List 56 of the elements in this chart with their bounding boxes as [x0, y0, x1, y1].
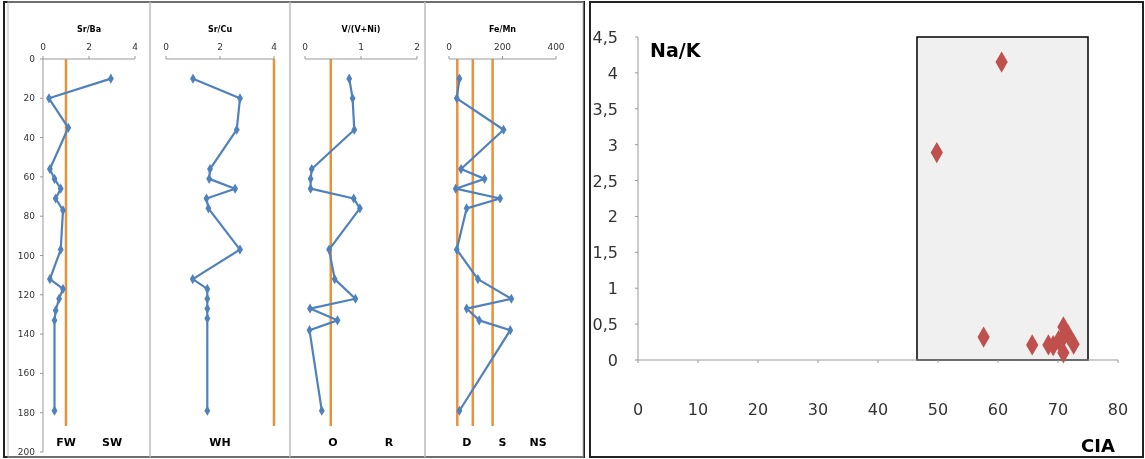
y-tick-label: 2,5 — [592, 171, 618, 191]
annotation: SW — [101, 436, 123, 449]
x-tick-label: 400 — [547, 42, 565, 52]
chart-title: Sr/Cu — [207, 25, 233, 34]
y-tick-label: 20 — [23, 93, 36, 104]
x-tick-label: 40 — [867, 400, 889, 419]
y-tick-label: 100 — [17, 250, 36, 261]
y-tick-label: 120 — [17, 289, 36, 300]
y-tick-label: 200 — [17, 447, 36, 457]
annotation: D — [462, 436, 472, 449]
y-tick-label: 0,5 — [592, 315, 618, 335]
x-tick-label: 20 — [747, 400, 769, 419]
y-tick-label: 3 — [607, 135, 618, 155]
y-axis-title: Na/K — [650, 39, 702, 61]
y-tick-label: 40 — [23, 132, 36, 143]
x-tick-label: 0 — [302, 42, 309, 52]
y-tick-label: 3,5 — [592, 99, 618, 119]
x-tick-label: 70 — [1047, 400, 1069, 419]
x-tick-label: 0 — [40, 42, 47, 52]
x-tick-label: 0 — [163, 42, 170, 52]
x-tick-label: 10 — [687, 400, 709, 419]
x-tick-label: 50 — [927, 400, 949, 419]
x-tick-label: 2 — [86, 42, 92, 52]
chart-title: Sr/Ba — [76, 25, 102, 34]
y-tick-label: 1 — [607, 279, 618, 299]
chart-title: V/(V+Ni) — [341, 25, 381, 34]
x-tick-label: 200 — [493, 42, 512, 52]
x-tick-label: 0 — [446, 42, 453, 52]
y-tick-label: 2 — [607, 207, 618, 227]
x-tick-label: 4 — [271, 42, 278, 52]
y-tick-label: 4,5 — [592, 28, 618, 47]
y-tick-label: 160 — [17, 368, 36, 379]
x-tick-label: 80 — [1107, 400, 1129, 419]
annotation: S — [498, 436, 507, 449]
x-tick-label: 4 — [132, 42, 139, 52]
chart-title: Fe/Mn — [488, 25, 517, 34]
y-tick-label: 80 — [23, 211, 36, 222]
x-tick-label: 60 — [987, 400, 1009, 419]
x-axis-title: CIA — [1081, 435, 1115, 456]
annotation: FW — [56, 436, 76, 449]
x-tick-label: 1 — [358, 42, 364, 52]
y-tick-label: 0 — [607, 351, 618, 370]
annotation: WH — [209, 436, 231, 449]
y-tick-label: 180 — [17, 407, 36, 418]
y-tick-label: 4 — [607, 63, 618, 83]
annotation: NS — [529, 436, 547, 449]
annotation: R — [384, 436, 394, 449]
x-tick-label: 2 — [217, 42, 223, 52]
y-tick-label: 140 — [17, 329, 36, 340]
y-tick-label: 1,5 — [592, 243, 618, 263]
annotation: O — [328, 436, 338, 449]
x-tick-label: 0 — [632, 400, 644, 419]
y-tick-label: 0 — [29, 54, 36, 64]
x-tick-label: 30 — [807, 400, 829, 419]
y-tick-label: 60 — [23, 171, 36, 182]
x-tick-label: 2 — [414, 42, 420, 52]
